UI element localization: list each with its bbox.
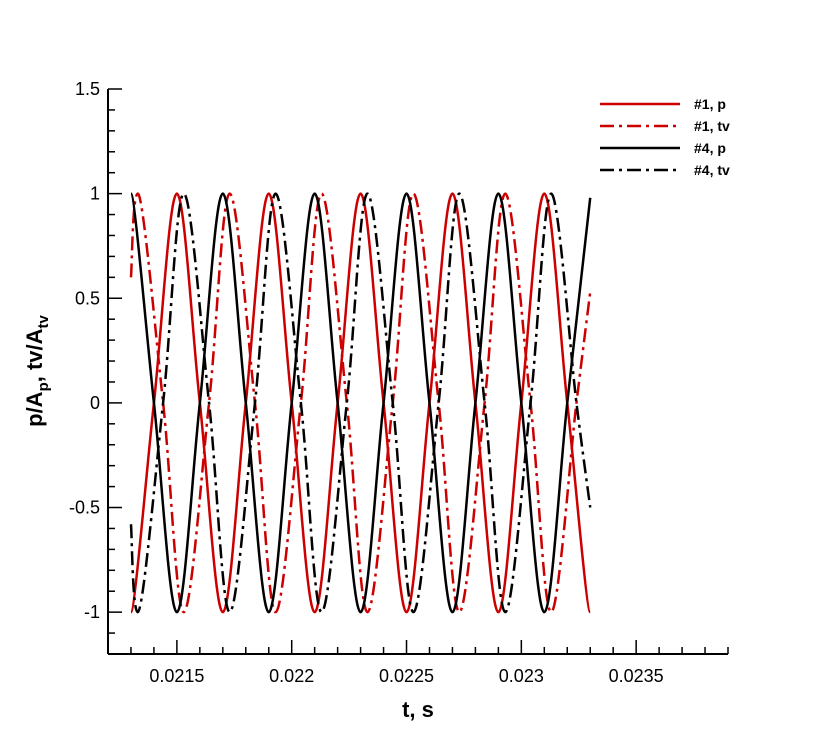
- x-ticks: 0.0215 0.022 0.0225 0.023 0.0235: [107, 640, 729, 686]
- y-tick-label: 1.5: [75, 79, 100, 99]
- x-tick-label: 0.0225: [379, 666, 434, 686]
- series-layer: [129, 192, 592, 614]
- x-tick-label: 0.0215: [149, 666, 204, 686]
- legend-label: #1, tv: [694, 118, 730, 134]
- y-axis-title: p/Ap, tv/Atv: [22, 314, 52, 426]
- y-axis-title-sub1: p: [35, 382, 52, 391]
- y-tick-label: -0.5: [69, 498, 100, 518]
- y-tick-label: 0.5: [75, 288, 100, 308]
- x-tick-label: 0.022: [269, 666, 314, 686]
- x-tick-label: 0.023: [499, 666, 544, 686]
- y-tick-label: -1: [84, 602, 100, 622]
- series-line: [129, 192, 592, 614]
- plot-area: 0.0215 0.022 0.0225 0.023 0.0235 -1 -0.5 0 0.5 1…: [69, 79, 729, 686]
- series-line: [129, 192, 592, 614]
- legend: #1, p #1, tv #4, p #4, tv: [600, 96, 730, 178]
- series-line: [129, 192, 592, 614]
- legend-label: #4, p: [694, 140, 726, 156]
- series-line: [129, 192, 592, 614]
- y-tick-label: 1: [90, 184, 100, 204]
- legend-label: #1, p: [694, 96, 726, 112]
- y-tick-label: 0: [90, 393, 100, 413]
- x-axis-title: t, s: [402, 697, 434, 722]
- y-ticks: -1 -0.5 0 0.5 1 1.5: [69, 79, 122, 655]
- x-tick-label: 0.0235: [609, 666, 664, 686]
- y-axis-title-sub2: tv: [35, 314, 52, 328]
- legend-label: #4, tv: [694, 162, 730, 178]
